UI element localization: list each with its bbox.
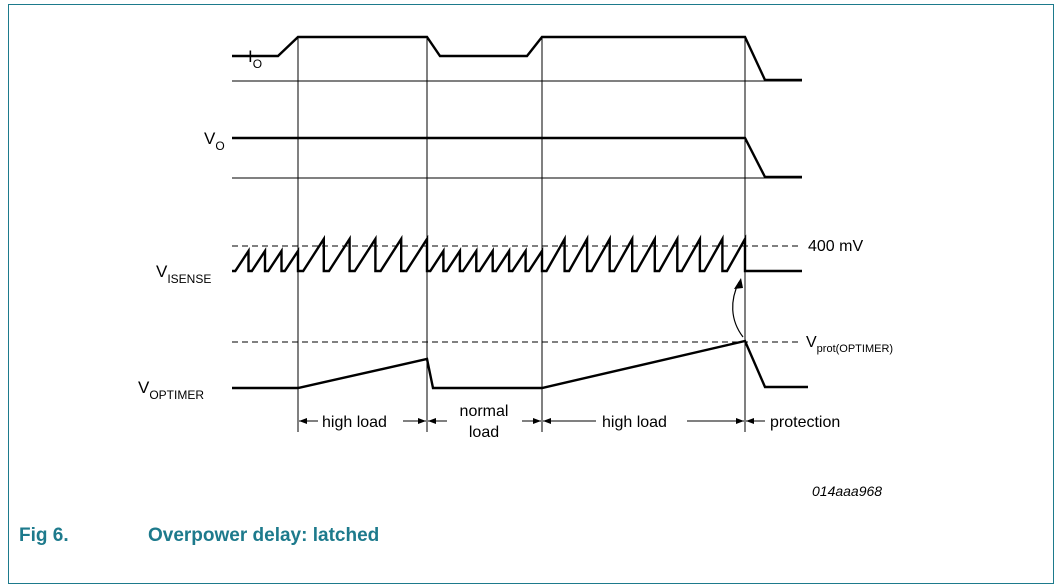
interval-arrowheads — [299, 418, 754, 424]
figure-number: Fig 6. — [19, 525, 69, 546]
protection-trigger-arrow — [732, 281, 744, 338]
figure-title: Overpower delay: latched — [148, 525, 380, 546]
voptimer-label: VOPTIMER — [138, 378, 204, 402]
visense-trace — [232, 234, 802, 273]
event-markers — [297, 38, 746, 432]
vo-trace — [232, 136, 802, 179]
io-label: IO — [248, 47, 262, 71]
vprot-label: Vprot(OPTIMER) — [806, 334, 893, 355]
timing-diagram: IO VO 400 mV VISENSE Vprot(OPTIMER) VOPT… — [138, 35, 893, 499]
figure-code: 014aaa968 — [812, 483, 882, 499]
interval-high-load-1: high load — [322, 414, 387, 431]
io-trace — [232, 35, 802, 82]
interval-protection: protection — [770, 414, 840, 431]
interval-normal-load-line1: normal — [460, 403, 509, 420]
protection-trigger-arrowhead — [734, 278, 743, 289]
interval-normal-load-line2: load — [469, 424, 499, 441]
interval-high-load-2: high load — [602, 414, 667, 431]
visense-label: VISENSE — [156, 262, 211, 286]
voptimer-trace — [232, 339, 808, 390]
vo-label: VO — [204, 129, 225, 153]
threshold-400mv-label: 400 mV — [808, 238, 863, 255]
